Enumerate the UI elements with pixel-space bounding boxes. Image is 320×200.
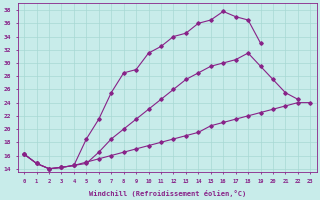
X-axis label: Windchill (Refroidissement éolien,°C): Windchill (Refroidissement éolien,°C) — [89, 190, 246, 197]
